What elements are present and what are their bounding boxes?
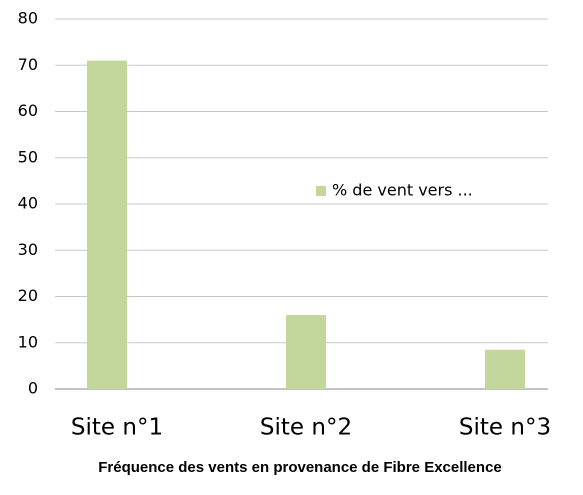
- y-tick-label: 0: [28, 379, 38, 398]
- bar: [286, 315, 326, 389]
- x-tick-label: Site n°3: [459, 415, 551, 441]
- y-tick-label: 20: [18, 286, 38, 305]
- y-tick-label: 30: [18, 240, 38, 259]
- bar: [485, 349, 525, 389]
- y-tick-label: 80: [18, 9, 38, 28]
- bar: [87, 60, 127, 389]
- legend-swatch: [316, 186, 326, 196]
- y-tick-label: 60: [18, 101, 38, 120]
- y-tick-label: 70: [18, 55, 38, 74]
- chart-title: Fréquence des vents en provenance de Fib…: [98, 459, 502, 476]
- x-tick-label: Site n°2: [260, 415, 352, 441]
- y-tick-label: 10: [18, 332, 38, 351]
- x-tick-label: Site n°1: [71, 415, 163, 441]
- legend-label: % de vent vers ...: [332, 181, 473, 200]
- y-tick-label: 40: [18, 194, 38, 213]
- y-tick-label: 50: [18, 147, 38, 166]
